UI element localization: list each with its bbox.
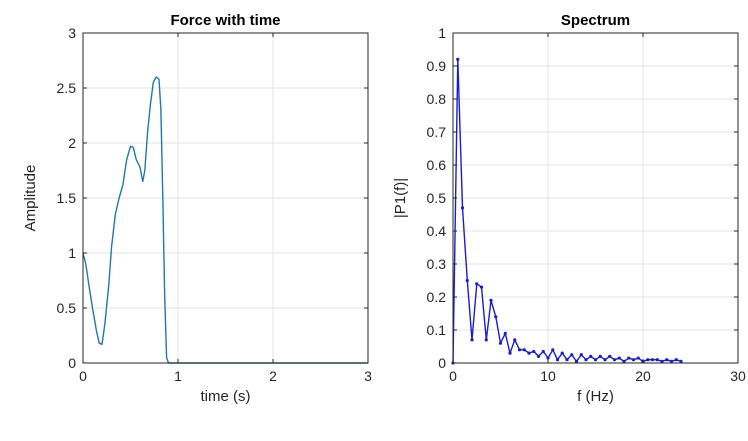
data-point [517,348,522,352]
chart-title: Spectrum [561,12,630,29]
data-point [627,356,631,360]
data-point [513,338,517,342]
data-point [560,351,564,355]
y-tick-label: 0.1 [427,322,447,338]
data-point [498,341,503,345]
data-point [574,359,579,363]
y-tick-label: 0.6 [427,157,447,173]
x-tick-label: 0 [79,368,87,384]
data-point [489,298,493,302]
y-tick-label: 0.2 [427,289,447,305]
y-axis-label: Amplitude [22,165,39,232]
x-tick-label: 20 [635,368,651,384]
chart-title: Force with time [170,12,280,29]
x-tick-label: 0 [449,368,457,384]
data-point [541,349,545,354]
data-point [665,358,669,362]
data-point [484,338,488,342]
x-axis-label: time (s) [201,388,251,405]
data-point [631,358,636,362]
x-tick-label: 10 [540,368,556,384]
data-point [470,338,474,342]
data-point [465,278,469,283]
data-point [551,348,555,352]
data-point [636,356,640,360]
data-point [589,354,593,358]
y-tick-label: 2.5 [57,80,77,96]
y-tick-label: 0 [68,355,76,371]
data-point [674,358,678,362]
x-tick-label: 3 [364,368,372,384]
data-point [669,359,674,363]
y-tick-label: 0 [438,355,446,371]
x-tick-label: 2 [269,368,277,384]
data-point [584,358,588,362]
y-tick-label: 0.5 [57,300,77,316]
y-tick-label: 1 [68,245,76,261]
data-point [603,358,607,362]
force-with-time-chart: 0 1 2 3 0 0.5 1 1.5 2 2.5 3 Force with time time (s)… [22,12,372,405]
data-point [598,354,602,358]
data-point [608,354,612,358]
x-axis-label: f (Hz) [577,388,614,405]
data-point [650,358,655,362]
data-point [503,331,507,335]
y-axis-label: |P1(f)| [392,178,409,218]
y-tick-label: 2 [68,135,76,151]
data-point [532,349,536,354]
data-point [622,359,626,363]
data-point [617,356,621,360]
data-point [646,358,650,362]
data-point [655,358,659,362]
data-point [494,315,498,319]
y-tick-label: 0.7 [427,124,447,140]
data-point [555,358,560,362]
data-point [612,358,617,362]
y-tick-label: 3 [68,25,76,41]
data-point [456,57,460,62]
y-tick-label: 1 [438,25,446,41]
data-point [536,354,541,358]
data-point [522,348,526,352]
y-tick-label: 0.9 [427,58,447,74]
data-point [479,285,484,289]
x-tick-label: 30 [730,368,746,384]
data-point [508,351,512,355]
data-point [546,356,550,360]
data-point [593,358,598,362]
x-tick-label: 1 [174,368,182,384]
data-point [475,282,479,286]
y-tick-label: 0.4 [427,223,447,239]
data-point [527,351,531,355]
data-point [679,359,683,363]
y-tick-label: 0.3 [427,256,447,272]
y-tick-label: 0.5 [427,190,447,206]
spectrum-chart: 0 10 20 30 0 0.1 0.2 0.3 0.4 0.5 0.6 0.7 0.8 0.9 1 Spec… [392,12,746,405]
data-point [565,358,569,362]
y-tick-label: 0.8 [427,91,447,107]
data-point [570,353,574,357]
data-point [460,206,465,210]
y-tick-label: 1.5 [57,190,77,206]
data-point [660,359,664,363]
data-point [579,353,583,357]
